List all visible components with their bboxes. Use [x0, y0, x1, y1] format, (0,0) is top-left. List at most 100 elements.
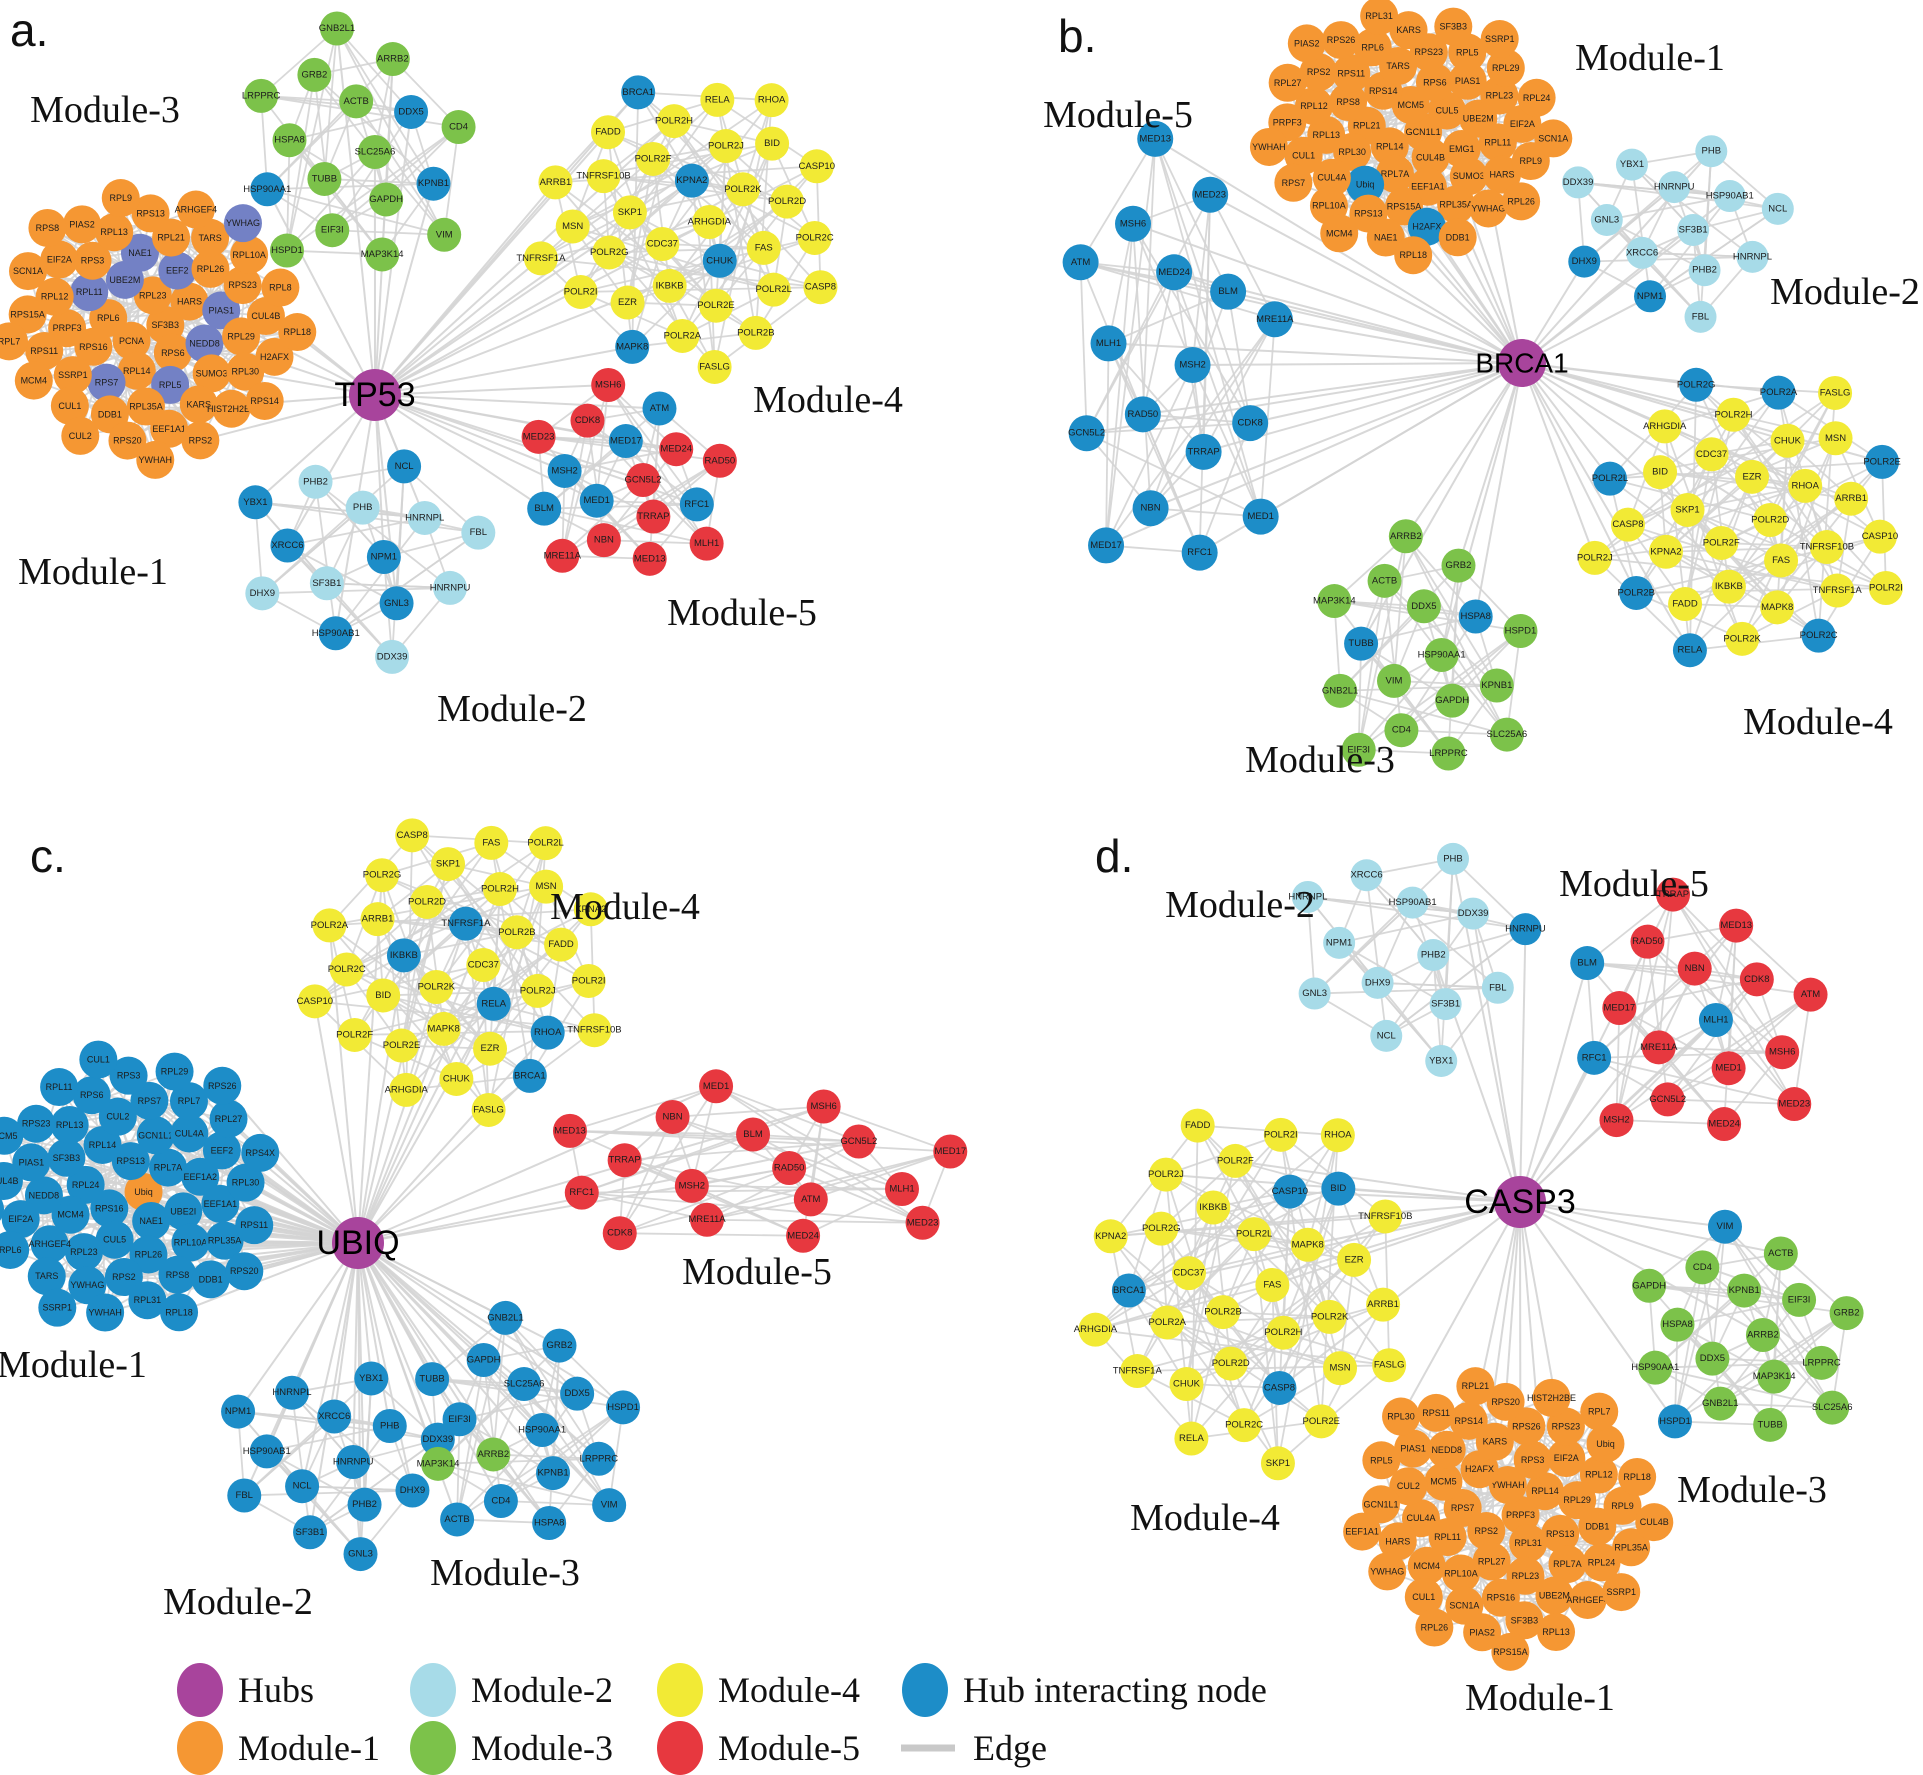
node-hnrnpu — [433, 570, 468, 605]
node-rpl9 — [101, 179, 140, 218]
node-label: CUL4B — [251, 311, 280, 321]
node-fbl — [1684, 300, 1717, 333]
node-msh6 — [1765, 1035, 1800, 1070]
edge — [715, 1085, 924, 1224]
node-casp10 — [1862, 519, 1897, 554]
node-label: RPS15A — [1493, 1647, 1528, 1657]
node-label: MRE11A — [1640, 1042, 1678, 1053]
node-label: BLM — [534, 503, 554, 514]
node-label: TUBB — [312, 173, 337, 184]
node-kpnb1 — [536, 1456, 571, 1491]
node-ncl — [1370, 1019, 1403, 1052]
module-label: Module-5 — [1559, 863, 1709, 905]
node-label: KARS — [1483, 1437, 1508, 1447]
node-polr2d — [1753, 503, 1788, 537]
node-arrb1 — [1834, 481, 1869, 516]
node-label: DDX39 — [423, 1434, 454, 1445]
node-polr2k — [1312, 1299, 1347, 1334]
node-label: RPS15A — [10, 309, 45, 319]
node-label: POLR2D — [768, 196, 806, 207]
node-label: RPL11 — [46, 1082, 73, 1092]
edge — [335, 517, 426, 634]
node-label: YBX1 — [1429, 1055, 1453, 1066]
node-label: CDC37 — [1696, 449, 1727, 460]
node-rpl13 — [50, 1105, 89, 1144]
node-vim — [592, 1488, 627, 1523]
node-slc25a6 — [507, 1367, 542, 1402]
node-label: POLR2B — [1204, 1307, 1242, 1318]
node-label: MED17 — [934, 1146, 966, 1157]
node-label: MED17 — [1090, 540, 1122, 551]
node-label: MCM4 — [57, 1210, 84, 1220]
node-label: RPS13 — [136, 208, 165, 218]
node-label: CD4 — [449, 122, 468, 133]
node-label: EZR — [1345, 1254, 1364, 1265]
legend-swatch-module-5 — [657, 1721, 703, 1775]
hub-edge — [357, 1242, 550, 1524]
node-eef1a1 — [201, 1184, 240, 1223]
edge — [324, 178, 434, 185]
node-label: RPS2 — [189, 435, 213, 445]
node-label: XRCC6 — [1626, 247, 1658, 258]
node-trrap — [636, 499, 671, 534]
node-label: RPS15A — [1387, 201, 1422, 211]
hub-node-brca1 — [1498, 339, 1546, 387]
edge — [1365, 874, 1499, 989]
node-label: MED13 — [1720, 920, 1752, 931]
node-hspa8 — [272, 123, 307, 158]
node-label: RPL7 — [178, 1096, 201, 1106]
node-label: RPL7 — [0, 336, 20, 346]
node-hist2h2be — [1532, 1378, 1571, 1417]
node-med24 — [786, 1218, 821, 1253]
node-label: HNRNPU — [430, 582, 471, 593]
node-fbl — [461, 515, 496, 550]
node-label: RPL13 — [56, 1120, 84, 1130]
hub-edge — [1519, 1201, 1726, 1228]
edge — [1666, 978, 1758, 1100]
node-label: RPL27 — [1478, 1556, 1506, 1566]
edge — [1615, 894, 1674, 1121]
node-kpna2 — [573, 892, 608, 927]
hub-edge — [357, 1242, 391, 1427]
node-label: UBE2M — [109, 275, 140, 285]
hub-edge — [374, 183, 435, 396]
hub-edge — [1521, 362, 1691, 651]
node-label: NBN — [663, 1111, 683, 1122]
node-gnl3 — [1298, 977, 1331, 1010]
node-label: BID — [375, 990, 391, 1001]
node-label: CDK8 — [575, 415, 600, 426]
node-label: MED13 — [554, 1125, 586, 1136]
node-label: BID — [764, 138, 780, 149]
node-med23 — [905, 1205, 940, 1240]
node-npm1 — [1323, 926, 1356, 959]
node-label: GCN5L2 — [840, 1136, 877, 1147]
edge — [291, 1392, 311, 1533]
node-label: MAPK8 — [1761, 602, 1793, 613]
node-label: BID — [1652, 467, 1668, 478]
node-label: RPL9 — [1520, 156, 1543, 166]
node-label: SLC25A6 — [355, 147, 396, 158]
node-label: CDC37 — [1173, 1268, 1204, 1279]
node-label: XRCC6 — [1350, 870, 1382, 881]
node-rps11 — [235, 1206, 274, 1245]
edge — [1340, 684, 1497, 692]
node-label: SCN1A — [1449, 1601, 1479, 1611]
hub-edge — [335, 28, 376, 396]
node-label: RPL11 — [1434, 1532, 1461, 1542]
node-sf3b3 — [47, 1138, 86, 1177]
hub-edge — [1504, 1201, 1521, 1402]
node-rpl14 — [117, 351, 156, 390]
legend-label-module-4: Module-4 — [718, 1670, 860, 1710]
node-label: ARHGEF4 — [175, 205, 218, 215]
node-polr2g — [365, 858, 400, 893]
node-label: GNB2L1 — [319, 23, 355, 34]
node-eef1a1 — [1343, 1512, 1382, 1551]
node-tnfrsf1a — [448, 906, 483, 941]
node-rfc1 — [1577, 1040, 1612, 1075]
node-label: RELA — [705, 94, 730, 105]
edge — [286, 544, 393, 658]
node-label: ATM — [1071, 257, 1090, 268]
node-ywhah — [86, 1293, 125, 1332]
node-label: RPL14 — [123, 366, 151, 376]
node-label: BID — [1330, 1183, 1346, 1194]
